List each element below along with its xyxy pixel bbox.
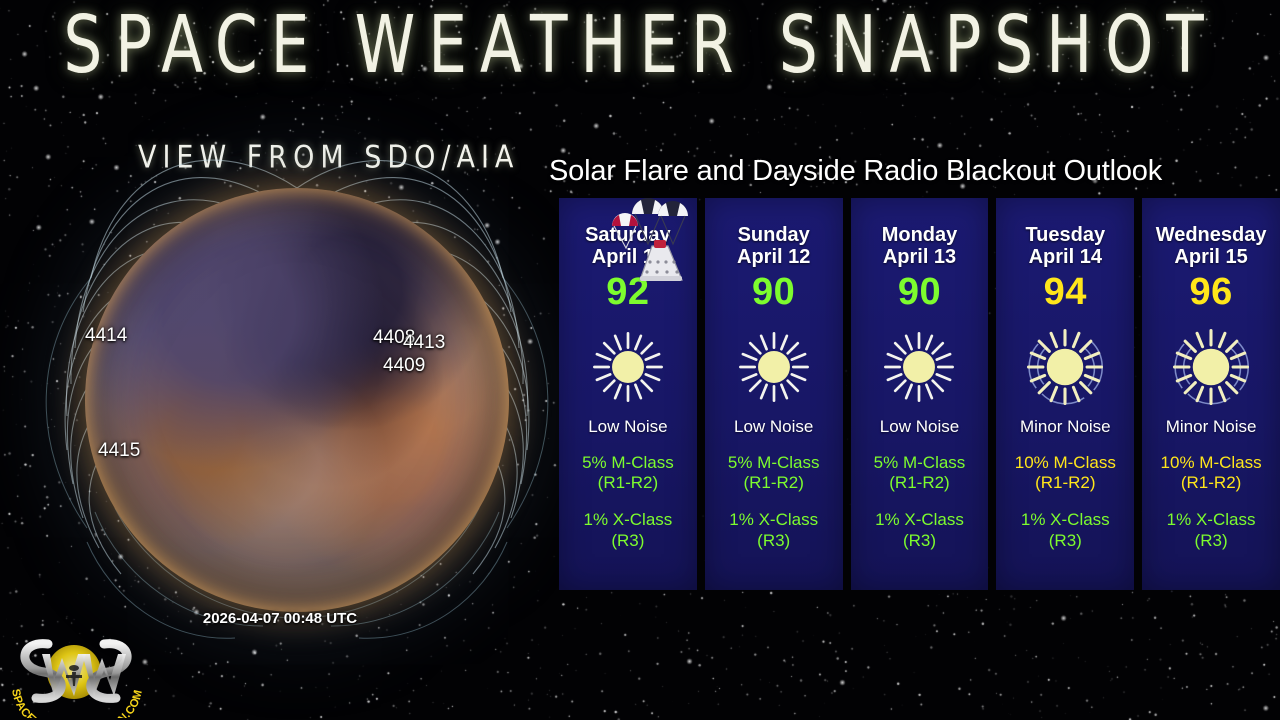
x-class-probability: 1% X-Class (R3): [705, 510, 843, 551]
active-region-label: 4409: [383, 355, 426, 376]
sun-icon: [592, 331, 663, 402]
solar-disk: [85, 188, 509, 612]
forecast-day-name: Wednesday: [1155, 224, 1267, 246]
image-timestamp: 2026-04-07 00:48 UTC: [202, 610, 358, 627]
m-class-scale: (R1-R2): [1035, 473, 1096, 493]
sun-icon: [738, 331, 809, 402]
forecast-icon-slot: [1142, 319, 1280, 415]
forecast-day-name: Saturday: [585, 224, 671, 246]
m-class-value: 5% M-Class: [582, 452, 674, 472]
m-class-value: 10% M-Class: [1014, 452, 1116, 472]
forecast-day-name: Monday: [881, 224, 958, 246]
m-class-scale: (R1-R2): [889, 473, 950, 493]
radio-noise-label: Low Noise: [879, 416, 960, 436]
x-class-scale: (R3): [1048, 530, 1082, 550]
x-class-value: 1% X-Class: [729, 510, 819, 530]
radio-noise-label: Minor Noise: [1165, 416, 1257, 436]
active-region-label: 4413: [403, 332, 446, 353]
m-class-probability: 5% M-Class (R1-R2): [851, 453, 989, 494]
x-class-probability: 1% X-Class (R3): [559, 510, 697, 551]
solar-flux-number: 90: [752, 270, 796, 313]
solar-flux-number: 90: [897, 270, 942, 313]
forecast-card[interactable]: Sunday April 12 90 Low Noise 5% M-Class (R1-R…: [704, 198, 843, 590]
m-class-value: 5% M-Class: [727, 452, 820, 472]
radio-noise-label: Low Noise: [734, 416, 814, 436]
x-class-scale: (R3): [902, 530, 937, 550]
sun-icon: [884, 331, 955, 402]
active-region-label: 4408: [373, 327, 416, 348]
x-class-probability: 1% X-Class (R3): [851, 510, 989, 551]
m-class-probability: 5% M-Class (R1-R2): [705, 453, 843, 494]
forecast-card[interactable]: Saturday April 11 92 Low Noise 5% M-Class (R1…: [559, 198, 697, 590]
forecast-date: April 11: [591, 246, 665, 269]
x-class-value: 1% X-Class: [875, 510, 964, 530]
forecast-date: April 15: [1174, 246, 1248, 269]
m-class-probability: 5% M-Class (R1-R2): [559, 453, 697, 494]
x-class-probability: 1% X-Class (R3): [996, 510, 1134, 551]
sun-noise-icon: [1027, 328, 1104, 405]
solar-flux-number: 92: [606, 270, 650, 313]
m-class-probability: 10% M-Class (R1-R2): [996, 453, 1134, 494]
x-class-value: 1% X-Class: [1166, 510, 1256, 530]
x-class-value: 1% X-Class: [1020, 510, 1110, 530]
forecast-date: April 13: [882, 246, 957, 269]
forecast-cards: Saturday April 11 92 Low Noise 5% M-Class (R1…: [559, 198, 1280, 590]
x-class-value: 1% X-Class: [583, 510, 673, 530]
solar-flux-number: 96: [1189, 270, 1233, 313]
x-class-scale: (R3): [1194, 530, 1228, 550]
m-class-scale: (R1-R2): [597, 473, 659, 493]
forecast-day-name: Sunday: [737, 224, 810, 246]
m-class-value: 10% M-Class: [1160, 452, 1262, 472]
radio-noise-label: Low Noise: [588, 416, 668, 436]
m-class-scale: (R1-R2): [743, 473, 804, 493]
x-class-probability: 1% X-Class (R3): [1142, 510, 1280, 551]
forecast-date: April 14: [1028, 246, 1102, 269]
m-class-scale: (R1-R2): [1180, 473, 1242, 493]
sdo-caption: VIEW FROM SDO/AIA: [138, 140, 520, 176]
x-class-scale: (R3): [611, 530, 645, 550]
forecast-card[interactable]: Monday April 13 90 Low Noise 5% M-Class (R1-R…: [850, 198, 989, 590]
m-class-value: 5% M-Class: [873, 452, 966, 472]
forecast-icon-slot: [705, 319, 843, 415]
forecast-panel-title: Solar Flare and Dayside Radio Blackout O…: [549, 155, 1163, 187]
forecast-icon-slot: [559, 319, 697, 415]
forecast-icon-slot: [996, 319, 1134, 415]
active-region-label: 4414: [85, 325, 128, 346]
spaceweatherwoman-logo[interactable]: SPACEWEATHERWOMAN.COM: [4, 628, 150, 718]
radio-noise-label: Minor Noise: [1019, 416, 1111, 436]
forecast-date: April 12: [737, 246, 811, 269]
forecast-day-name: Tuesday: [1025, 224, 1106, 246]
sdo-sun-image: [45, 159, 549, 639]
m-class-probability: 10% M-Class (R1-R2): [1142, 453, 1280, 494]
forecast-card[interactable]: Tuesday April 14 94 Minor Noise 10% M-Class(…: [996, 198, 1135, 590]
solar-flux-number: 94: [1043, 270, 1087, 313]
forecast-card[interactable]: Wednesday April 15 96 Minor Noise 10% M-Clas…: [1142, 198, 1280, 590]
active-region-label: 4415: [98, 440, 141, 461]
sun-noise-icon: [1173, 328, 1250, 405]
forecast-icon-slot: [851, 319, 989, 415]
x-class-scale: (R3): [757, 530, 791, 550]
page-title: SPACE WEATHER SNAPSHOT: [63, 0, 1217, 92]
